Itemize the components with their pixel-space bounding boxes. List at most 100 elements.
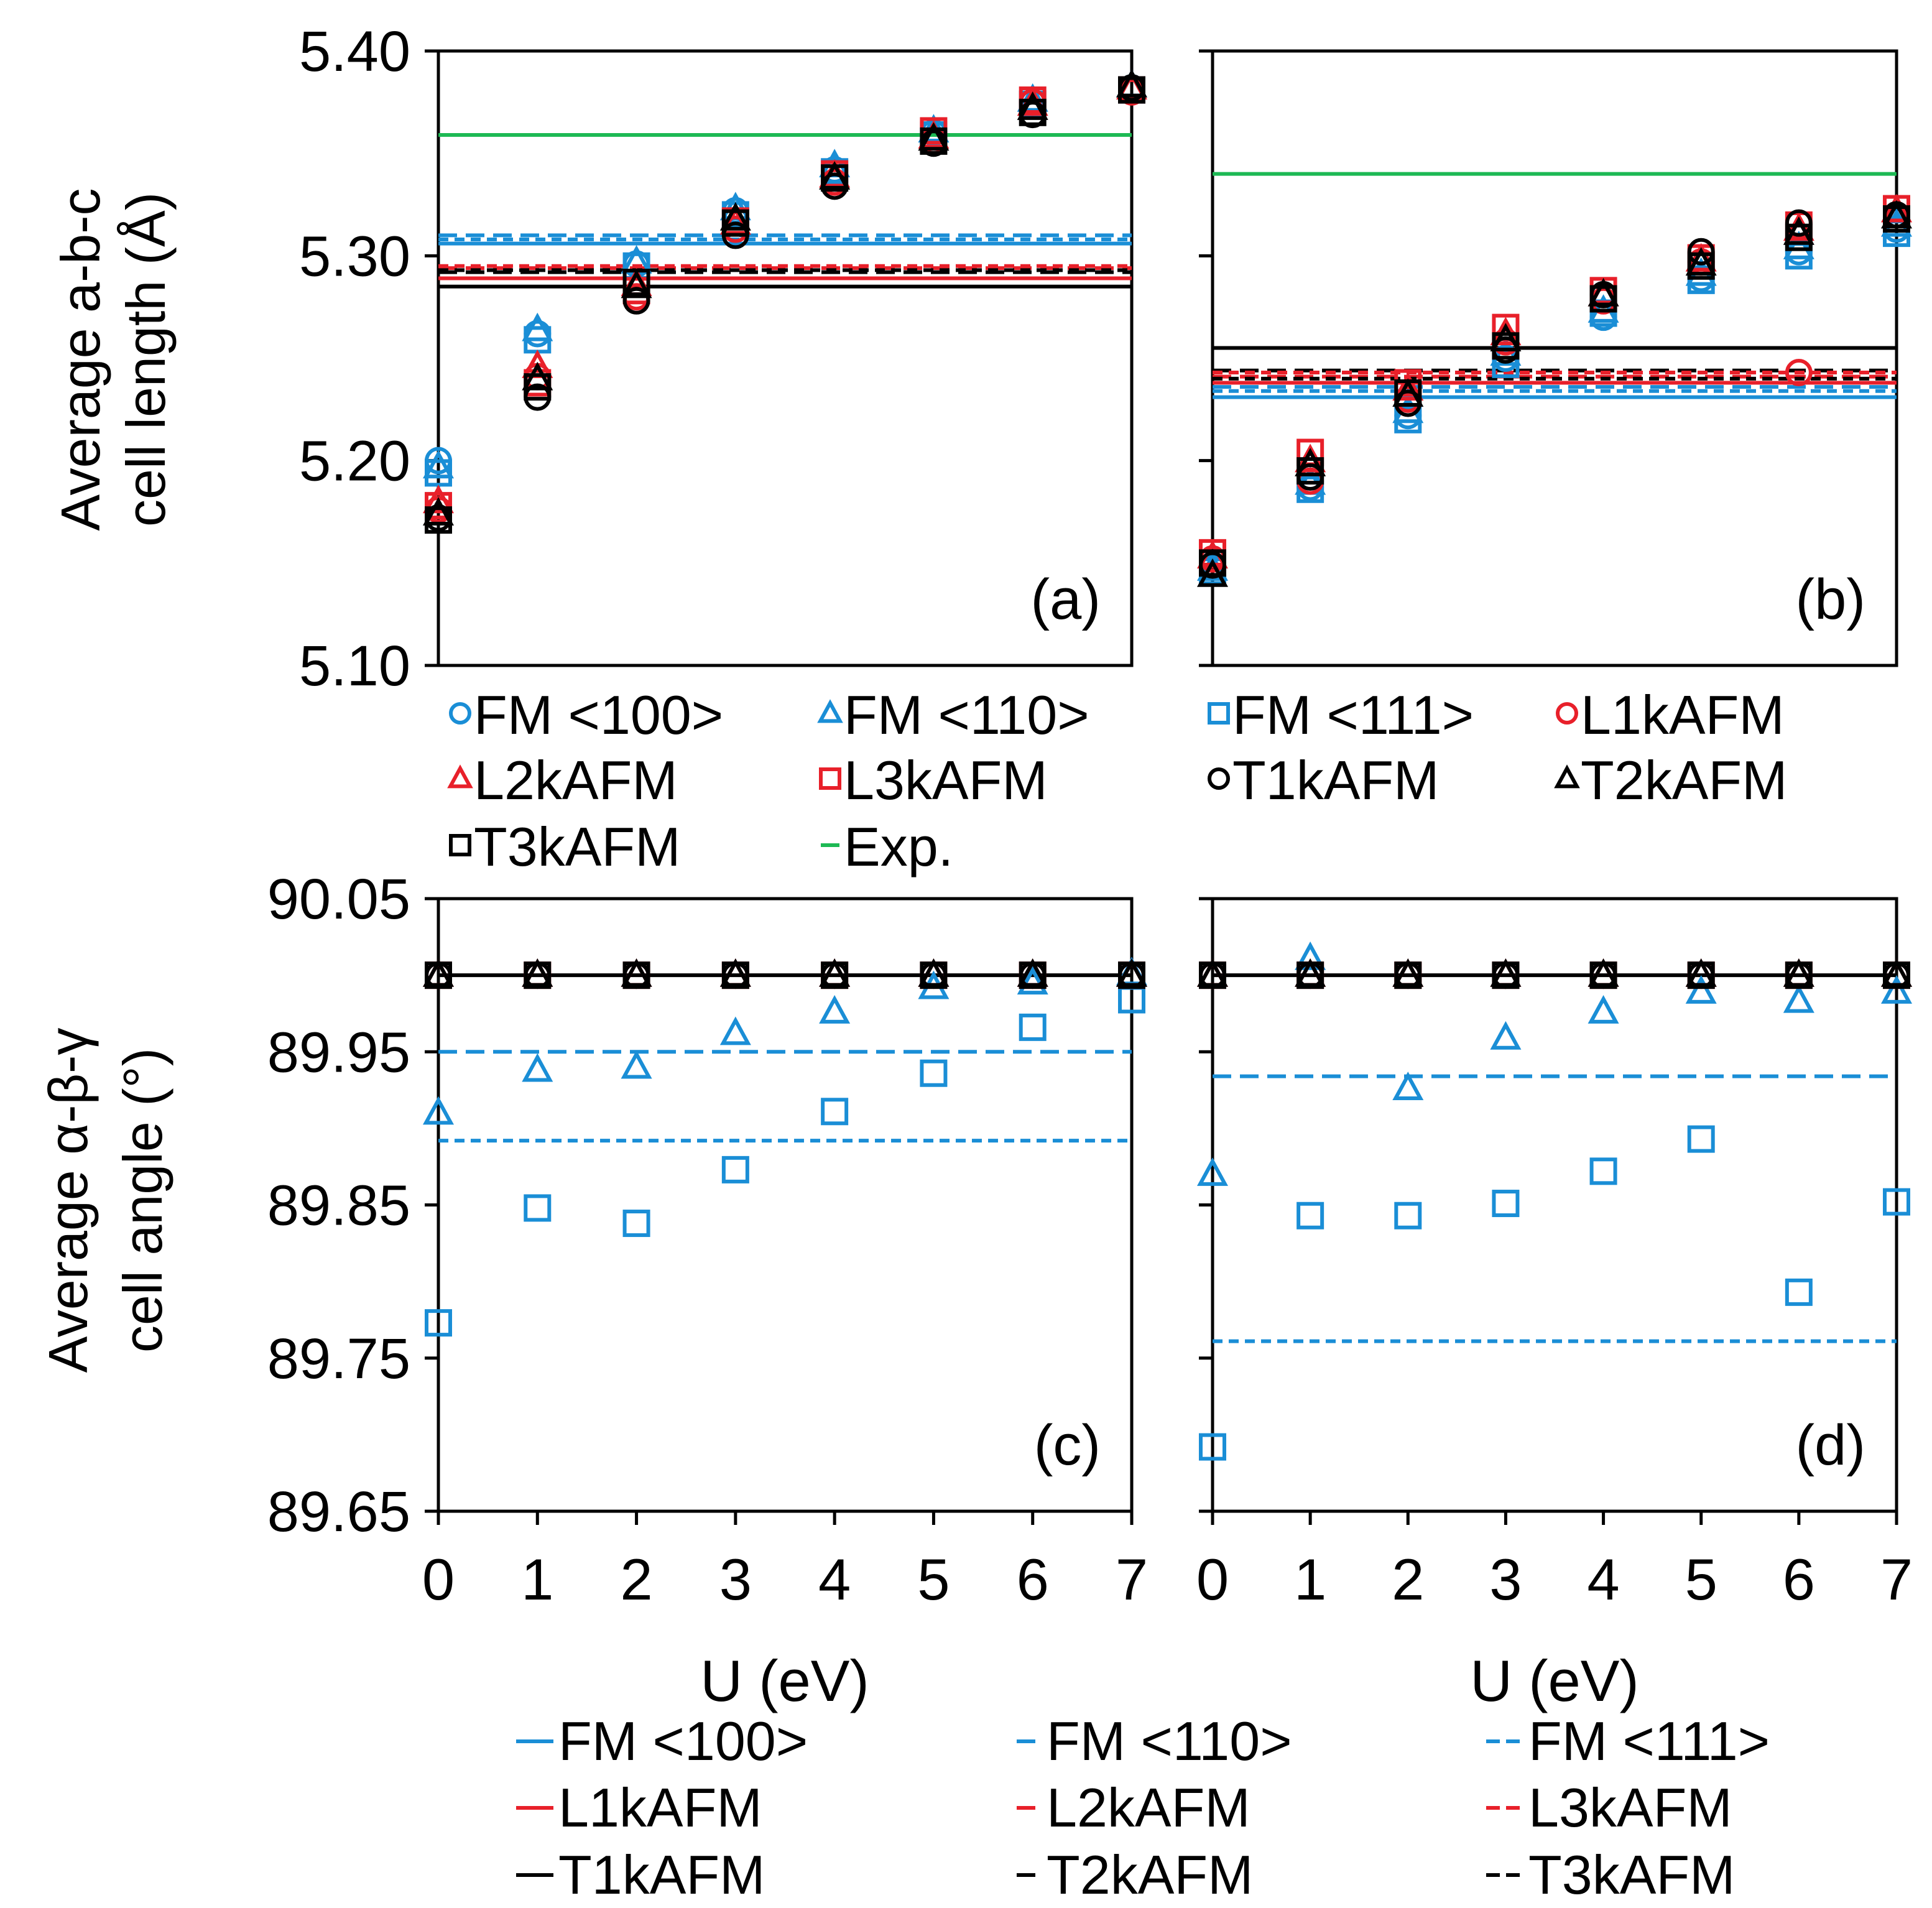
data-point <box>1490 958 1522 987</box>
y-axis-title-top-line1: Average a-b-c <box>50 188 111 530</box>
data-point <box>1296 1202 1324 1230</box>
data-point <box>1589 285 1617 313</box>
data-point <box>1392 1072 1424 1101</box>
data-point <box>1783 216 1814 245</box>
data-point <box>1199 549 1226 577</box>
y-tick-label: 89.85 <box>267 1174 410 1238</box>
legend-label: T2kAFM <box>1047 1844 1253 1906</box>
data-point <box>1783 958 1814 987</box>
data-point <box>1880 958 1913 987</box>
x-tick-label: 3 <box>719 1547 752 1612</box>
data-point <box>1883 961 1910 989</box>
legend-marker <box>819 767 841 790</box>
data-point <box>524 1194 552 1222</box>
data-point <box>622 287 650 315</box>
data-point <box>422 450 455 479</box>
x-tick-label: 4 <box>818 1547 851 1612</box>
data-point <box>522 958 553 987</box>
data-point <box>1492 1190 1520 1218</box>
data-point <box>1588 277 1619 307</box>
data-point <box>1296 457 1324 485</box>
line-legend: FM <100> FM <110> FM <111> L1kAFM L2kAFM L3kA… <box>516 1710 1770 1906</box>
data-point <box>425 492 452 520</box>
data-point <box>1785 209 1813 237</box>
y-axis-title-bottom-line1: Average α-β-γ <box>37 1028 99 1373</box>
data-point <box>422 497 455 526</box>
panel-label: (d) <box>1796 1414 1865 1477</box>
y-tick-label: 89.95 <box>267 1021 410 1084</box>
legend-label: L3kAFM <box>844 749 1048 811</box>
data-point <box>1685 247 1717 276</box>
data-point <box>1017 958 1048 987</box>
data-point <box>1492 961 1520 989</box>
x-tick-label: 5 <box>917 1547 950 1612</box>
legend-label: FM <110> <box>1047 1710 1292 1772</box>
legend-label: L2kAFM <box>1047 1777 1250 1838</box>
data-point <box>821 164 849 192</box>
data-point <box>422 958 455 987</box>
legend-label: FM <111> <box>1232 684 1474 746</box>
data-point <box>719 201 751 231</box>
data-point <box>1394 379 1422 407</box>
legend-label: L3kAFM <box>1528 1777 1732 1838</box>
x-axis-title-right: U (eV) <box>1470 1648 1639 1713</box>
data-point <box>1785 961 1813 989</box>
data-point <box>1783 984 1814 1013</box>
data-point <box>1019 961 1047 989</box>
y-tick-label: 5.20 <box>299 430 410 493</box>
data-point <box>1785 223 1813 251</box>
data-point <box>1685 975 1717 1004</box>
legend-label: L1kAFM <box>1581 684 1785 746</box>
data-point <box>1589 1157 1617 1185</box>
x-tick-label: 5 <box>1685 1547 1717 1612</box>
data-point <box>1589 961 1617 989</box>
data-point <box>1588 995 1619 1024</box>
legend-marker <box>1556 702 1578 725</box>
data-point <box>1687 1125 1715 1153</box>
data-point <box>1296 961 1324 989</box>
data-point <box>1017 83 1048 112</box>
y-tick-label: 5.30 <box>299 225 410 288</box>
panel-label: (b) <box>1796 568 1865 631</box>
legend-label: Exp. <box>844 816 953 878</box>
data-point <box>819 995 851 1024</box>
legend-label: T3kAFM <box>1528 1844 1735 1906</box>
data-point <box>1783 230 1814 259</box>
plot-frame <box>437 49 1134 667</box>
data-point <box>1490 317 1522 346</box>
data-point <box>1394 405 1422 433</box>
data-point <box>1880 200 1913 229</box>
data-point <box>1296 475 1324 503</box>
legend-marker <box>1554 764 1580 789</box>
data-point <box>819 958 851 987</box>
panel-label: (c) <box>1034 1414 1101 1477</box>
x-tick-label: 2 <box>1392 1547 1424 1612</box>
legend-label: L2kAFM <box>474 749 678 811</box>
data-point <box>1394 1202 1422 1230</box>
y-tick-label: 89.75 <box>267 1327 410 1391</box>
y-axis-title-bottom-line2: cell angle (°) <box>112 1048 173 1353</box>
data-point <box>719 958 751 987</box>
data-point <box>721 1155 749 1183</box>
data-point <box>1588 958 1619 987</box>
data-point <box>1019 98 1047 126</box>
legend-marker <box>1208 767 1230 790</box>
data-point <box>1785 359 1813 387</box>
legend-marker <box>449 834 471 856</box>
data-point <box>422 1096 455 1125</box>
data-point <box>1492 332 1520 360</box>
marker-legend: FM <100> FM <110> FM <111> L1kAFM L2kAFM L3kA… <box>447 684 1787 878</box>
data-point <box>524 373 552 401</box>
data-point <box>1785 1278 1813 1306</box>
x-tick-label: 7 <box>1880 1547 1913 1612</box>
data-point <box>1490 1021 1522 1050</box>
y-axis-title-top-line2: cell length (Å) <box>115 192 177 527</box>
data-point <box>1295 958 1326 987</box>
data-point <box>1199 1433 1226 1461</box>
data-point <box>522 361 553 391</box>
x-tick-label: 3 <box>1489 1547 1522 1612</box>
legend-marker <box>447 764 473 789</box>
data-point <box>621 958 652 987</box>
data-point <box>721 209 749 237</box>
